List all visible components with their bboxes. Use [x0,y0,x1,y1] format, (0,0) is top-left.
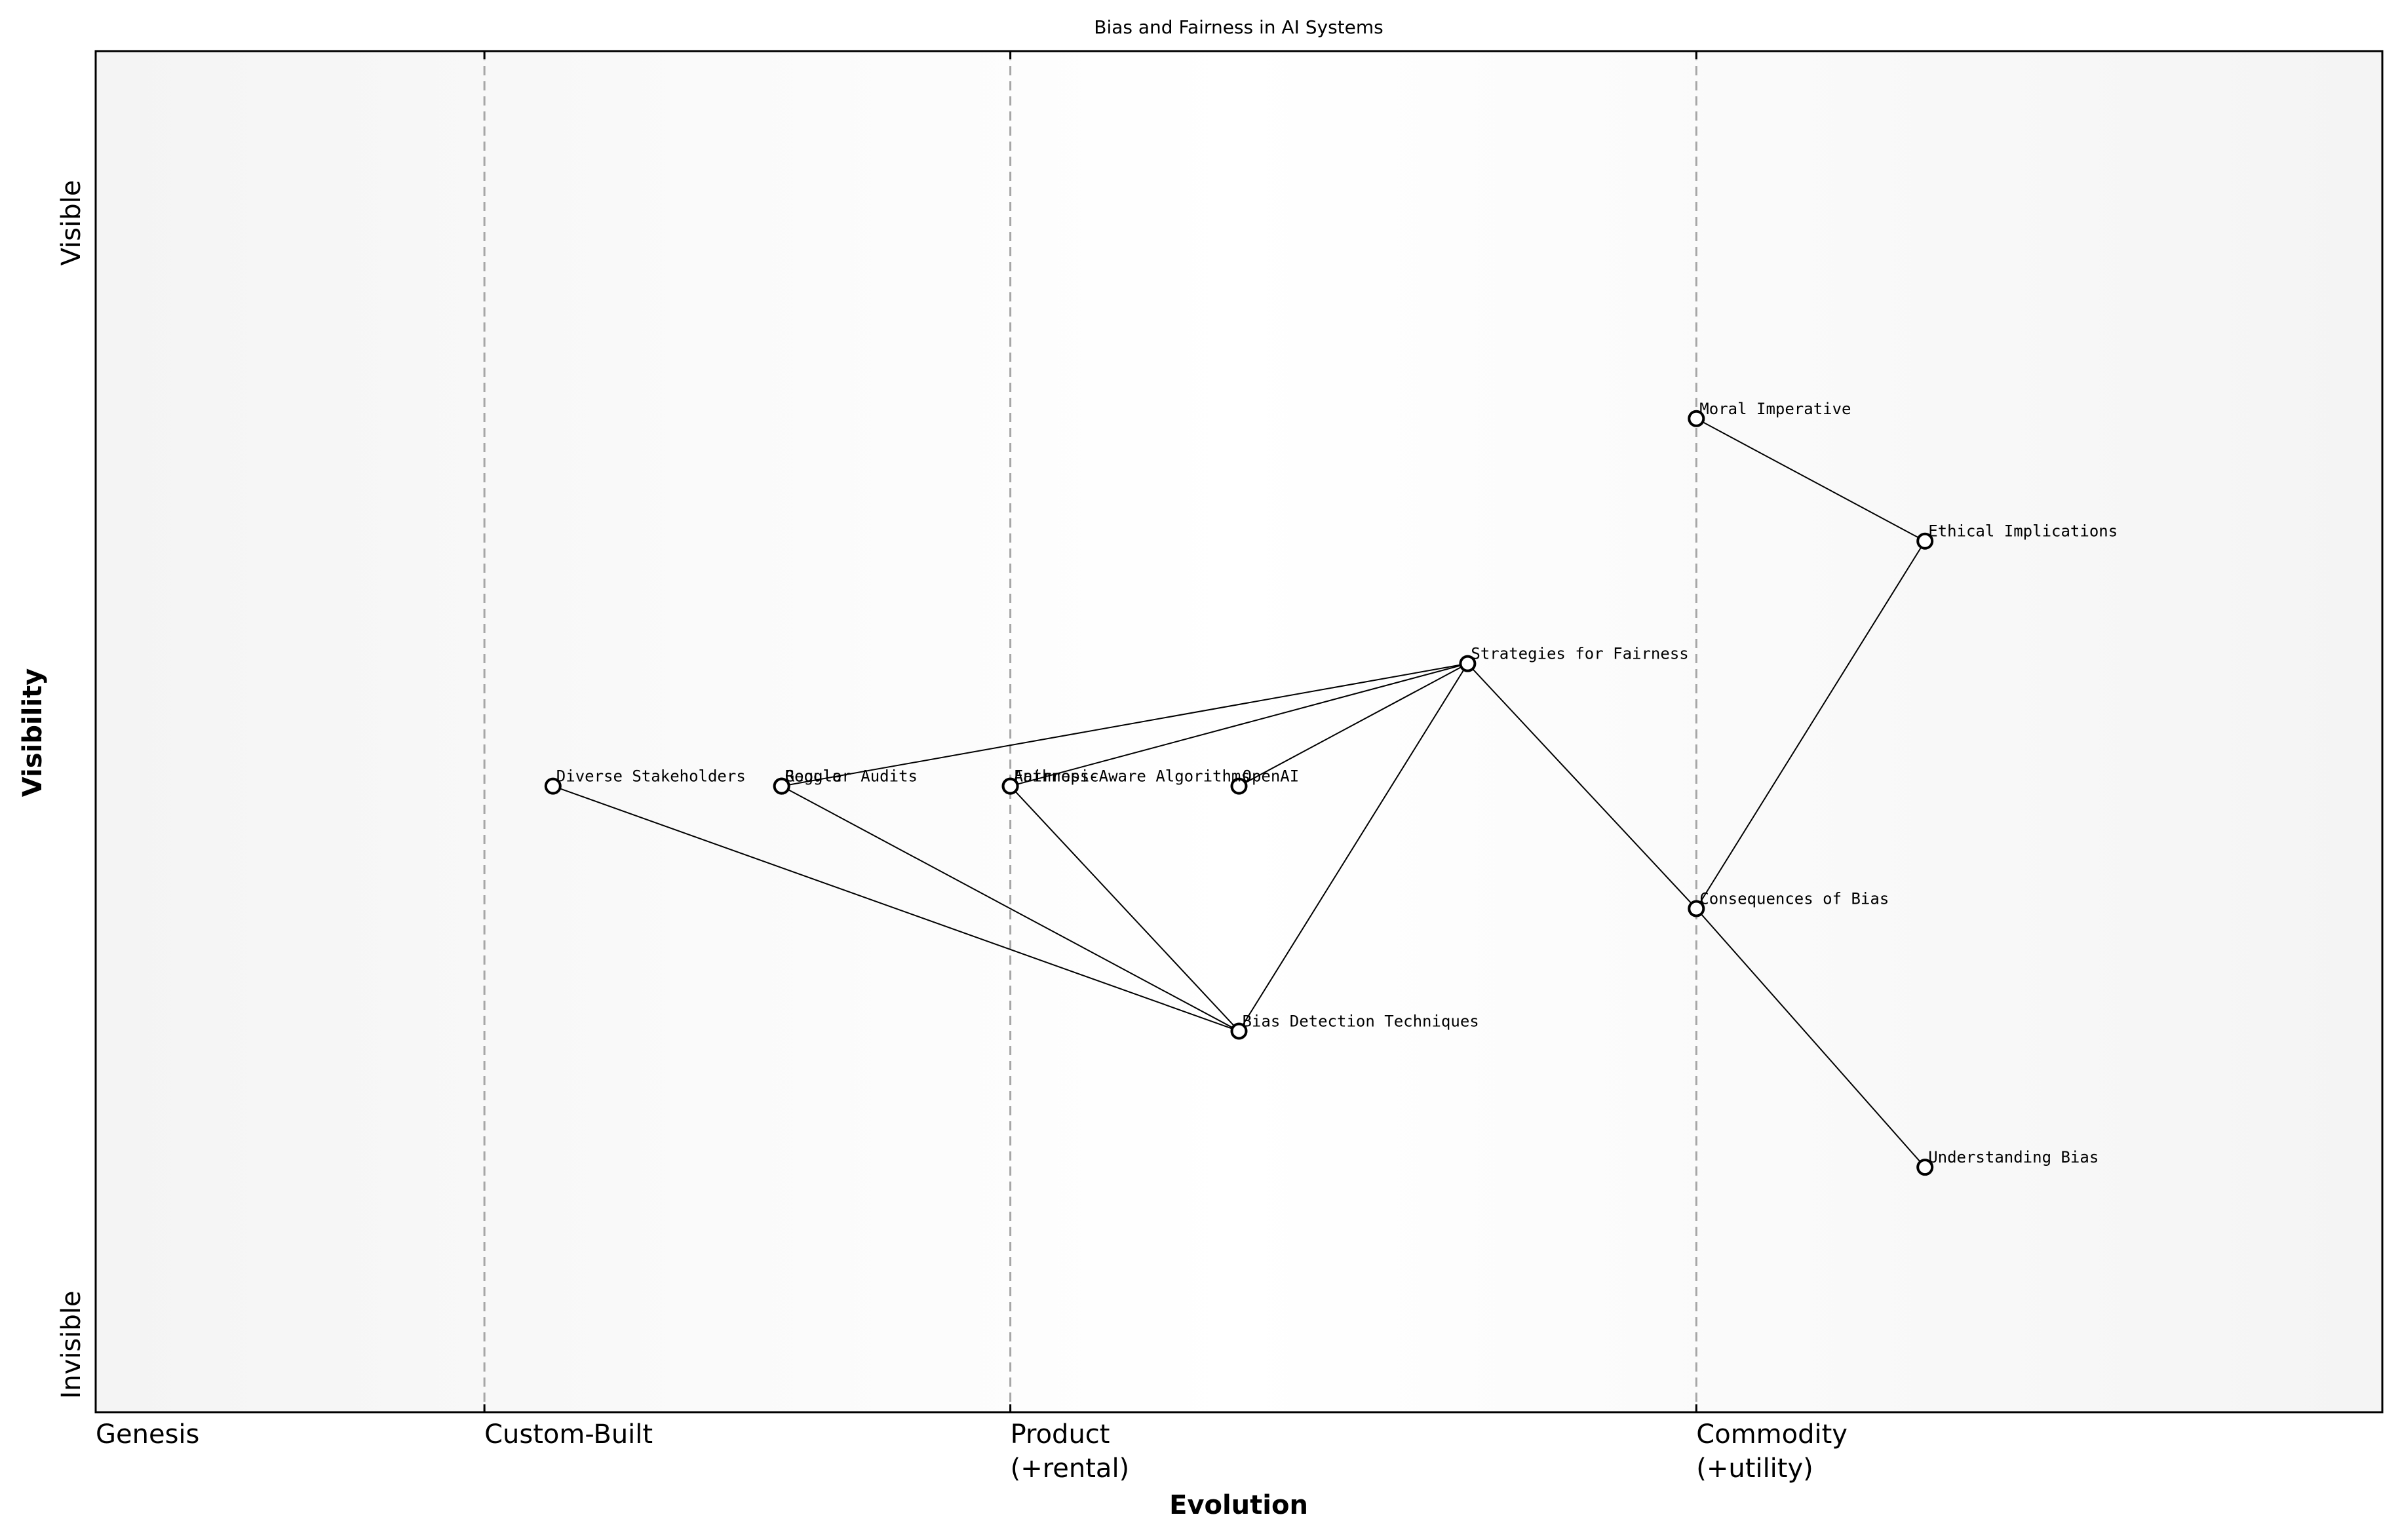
stage-label-line: Commodity [1696,1419,1848,1450]
plot-background [96,51,2382,1412]
node-strategies-for-fairness [1459,655,1477,672]
node-ethical-implications [1916,532,1934,550]
node-label-consequences-of-bias: Consequences of Bias [1699,890,1889,908]
link-strategies-fairness [1010,663,1468,787]
link-bias_detect-diverse [552,785,1239,1032]
node-fairness-aware-algorithms [1001,777,1019,795]
stage-label-line: Product [1011,1419,1110,1450]
node-label-ethical-implications: Ethical Implications [1928,522,2118,541]
node-consequences-of-bias [1688,900,1705,917]
stage-label-product: Product (+rental) [1011,1419,1130,1484]
stage-label-custom-built: Custom-Built [484,1419,653,1450]
node-label-moral-imperative: Moral Imperative [1699,400,1851,418]
node-regular-audits [773,777,790,795]
link-moral-ethical [1695,417,1926,542]
link-bias_detect-google [781,785,1239,1032]
y-axis-title: Visibility [18,668,48,797]
stage-label-commodity: Commodity (+utility) [1696,1419,1848,1484]
node-label-fairness-aware-algorithms: Fairness-Aware Algorithms [1014,767,1250,786]
stage-label-line: Custom-Built [484,1419,653,1450]
visibility-top-label: Visible [56,180,87,266]
link-bias_detect-anthropic [1009,785,1240,1032]
node-label-anthropic: Anthropic [1014,767,1099,786]
stage-label-genesis: Genesis [96,1419,199,1450]
link-consequences-strategies [1467,663,1697,910]
node-openai [1230,777,1248,795]
link-strategies-regular [781,663,1468,787]
dependency-links [552,417,1926,1168]
evolution-stage-labels: Genesis Custom-Built Product (+rental) Commo… [96,1419,1848,1484]
link-strategies-openai [1239,663,1468,787]
map-title: Bias and Fairness in AI Systems [1094,16,1384,38]
stage-label-line: Genesis [96,1419,199,1450]
node-label-strategies-for-fairness: Strategies for Fairness [1471,645,1688,663]
node-label-google: Google [785,767,842,786]
node-label-bias-detection-techniques: Bias Detection Techniques [1243,1012,1479,1030]
node-label-regular-audits: Regular Audits [785,767,918,786]
node-label-openai: OpenAI [1243,767,1300,786]
plot-frame [94,50,2384,1414]
stage-label-line: (+rental) [1011,1453,1130,1484]
node-diverse-stakeholders [544,777,562,795]
link-consequences-understanding [1695,908,1926,1168]
node-moral-imperative [1688,410,1705,427]
stage-divider-lines [483,51,1697,1412]
component-nodes [544,410,1934,1176]
visibility-bottom-label: Invisible [56,1291,87,1399]
node-bias-detection-techniques [1230,1022,1248,1040]
link-ethical-consequences [1695,541,1926,910]
component-labels: Moral Imperative Ethical Implications Stra… [556,400,2118,1166]
node-label-understanding-bias: Understanding Bias [1928,1148,2099,1166]
node-understanding-bias [1916,1159,1934,1176]
stage-label-line: (+utility) [1696,1453,1813,1484]
x-axis-title: Evolution [1169,1490,1308,1520]
node-label-diverse-stakeholders: Diverse Stakeholders [556,767,746,786]
link-strategies-bias_detect [1238,663,1469,1031]
